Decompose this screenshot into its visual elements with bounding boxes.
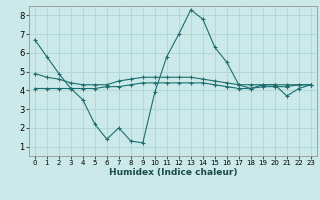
X-axis label: Humidex (Indice chaleur): Humidex (Indice chaleur) [108, 168, 237, 177]
